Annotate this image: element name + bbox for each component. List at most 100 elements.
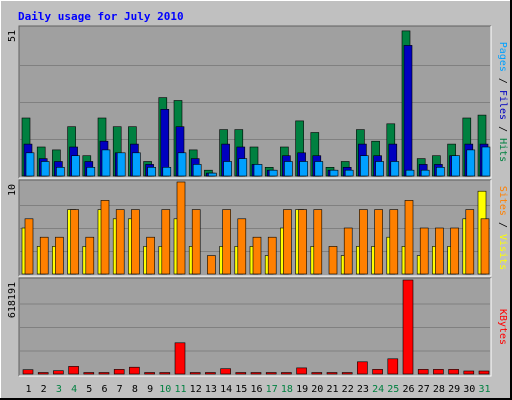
kbytes-bar-kbytes bbox=[205, 372, 216, 375]
x-tick-label: 16 bbox=[250, 384, 262, 395]
hits-bar-pages bbox=[25, 152, 35, 177]
hits-bar-files bbox=[403, 45, 413, 177]
hits-bar-pages bbox=[420, 169, 430, 177]
kbytes-max-label: 618191 bbox=[7, 282, 18, 318]
kbytes-bar-kbytes bbox=[250, 372, 262, 375]
x-tick-label: 17 bbox=[266, 384, 278, 395]
visits-bar-sites bbox=[419, 227, 429, 275]
x-tick-label: 8 bbox=[132, 384, 138, 395]
x-tick-label: 27 bbox=[418, 384, 430, 395]
kbytes-panel-border-light bbox=[19, 278, 492, 377]
kbytes-bar-kbytes bbox=[433, 369, 444, 375]
hits-bar-pages bbox=[56, 167, 65, 177]
x-tick-label: 10 bbox=[159, 384, 171, 395]
hits-bar-pages bbox=[238, 158, 248, 177]
visits-bar-sites bbox=[450, 227, 459, 275]
x-tick-label: 7 bbox=[117, 384, 123, 395]
hits-bar-pages bbox=[360, 155, 369, 177]
hits-bar-pages bbox=[71, 155, 80, 177]
legend-separator: / bbox=[497, 120, 508, 138]
visits-bar-sites bbox=[465, 209, 475, 275]
x-tick-label: 6 bbox=[101, 384, 107, 395]
hits-bar-pages bbox=[116, 152, 126, 177]
kbytes-bar-kbytes bbox=[265, 372, 277, 375]
x-tick-label: 12 bbox=[190, 384, 202, 395]
legend-item: Visits bbox=[497, 234, 508, 270]
x-tick-label: 4 bbox=[71, 384, 77, 395]
kbytes-bar-kbytes bbox=[402, 279, 414, 375]
hits-bar-pages bbox=[147, 167, 156, 177]
kbytes-legend: KBytes bbox=[497, 309, 508, 345]
kbytes-bar-kbytes bbox=[174, 342, 186, 375]
hits-bar-pages bbox=[132, 152, 141, 177]
legend-item: Hits bbox=[497, 138, 508, 162]
x-tick-label: 3 bbox=[56, 384, 62, 395]
hits-bar-pages bbox=[481, 146, 491, 177]
visits-bar-sites bbox=[85, 236, 95, 275]
x-tick-label: 22 bbox=[342, 384, 354, 395]
visits-bar-sites bbox=[237, 218, 247, 275]
visits-bar-sites bbox=[328, 246, 338, 275]
hits-bar-pages bbox=[314, 161, 324, 177]
visits-bar-sites bbox=[131, 209, 140, 275]
x-tick-label: 5 bbox=[86, 384, 92, 395]
visits-bar-sites bbox=[191, 209, 201, 275]
kbytes-bar-kbytes bbox=[372, 369, 383, 375]
hits-panel-border bbox=[18, 25, 491, 178]
x-tick-label: 25 bbox=[387, 384, 399, 395]
kbytes-bar-kbytes bbox=[448, 369, 459, 375]
x-tick-label: 11 bbox=[174, 384, 186, 395]
visits-bar-sites bbox=[389, 209, 399, 275]
visits-panel-border-light bbox=[19, 180, 492, 277]
x-tick-label: 23 bbox=[357, 384, 369, 395]
x-tick-label: 15 bbox=[235, 384, 247, 395]
hits-bar-pages bbox=[436, 167, 445, 177]
visits-bar-sites bbox=[283, 209, 292, 275]
visits-bar-sites bbox=[24, 218, 34, 275]
kbytes-bar-kbytes bbox=[311, 372, 323, 375]
x-tick-label: 29 bbox=[448, 384, 460, 395]
legend-item: Files bbox=[497, 90, 508, 120]
hits-legend: Pages / Files / Hits bbox=[497, 42, 508, 162]
hits-bar-pages bbox=[223, 161, 232, 177]
visits-legend: Sites / Visits bbox=[497, 186, 508, 270]
hits-bar-pages bbox=[299, 161, 308, 177]
x-tick-label: 31 bbox=[478, 384, 490, 395]
x-tick-label: 14 bbox=[220, 384, 232, 395]
visits-bar-sites bbox=[207, 255, 216, 275]
kbytes-bar-kbytes bbox=[68, 366, 79, 375]
kbytes-bar-kbytes bbox=[189, 372, 201, 375]
kbytes-bar-kbytes bbox=[83, 372, 95, 375]
kbytes-bar-kbytes bbox=[113, 369, 125, 375]
hits-bar-pages bbox=[405, 169, 415, 177]
hits-bar-pages bbox=[208, 172, 217, 177]
visits-bar-sites bbox=[115, 209, 125, 275]
hits-bar-pages bbox=[375, 161, 384, 177]
visits-bar-sites bbox=[313, 209, 323, 275]
visits-bar-sites bbox=[298, 209, 307, 275]
x-tick-label: 21 bbox=[326, 384, 338, 395]
hits-bar-pages bbox=[329, 169, 339, 177]
hits-bar-pages bbox=[86, 167, 96, 177]
kbytes-bar-kbytes bbox=[220, 368, 231, 375]
kbytes-bar-kbytes bbox=[37, 372, 49, 375]
visits-bar-sites bbox=[404, 200, 414, 275]
kbytes-bar-kbytes bbox=[387, 358, 399, 375]
kbytes-bar-kbytes bbox=[326, 372, 338, 375]
x-tick-label: 18 bbox=[281, 384, 293, 395]
kbytes-bar-kbytes bbox=[235, 372, 247, 375]
visits-bar-sites bbox=[176, 181, 186, 275]
kbytes-bar-kbytes bbox=[129, 366, 140, 375]
legend-separator: / bbox=[497, 72, 508, 90]
hits-bar-pages bbox=[40, 161, 50, 177]
x-tick-label: 2 bbox=[41, 384, 47, 395]
kbytes-bar-kbytes bbox=[296, 367, 307, 375]
hits-bar-pages bbox=[390, 161, 400, 177]
hits-bar-pages bbox=[466, 149, 476, 177]
hits-bar-pages bbox=[268, 169, 278, 177]
hits-bar-files bbox=[160, 109, 170, 177]
visits-bar-sites bbox=[161, 209, 171, 275]
visits-bar-sites bbox=[252, 236, 262, 275]
